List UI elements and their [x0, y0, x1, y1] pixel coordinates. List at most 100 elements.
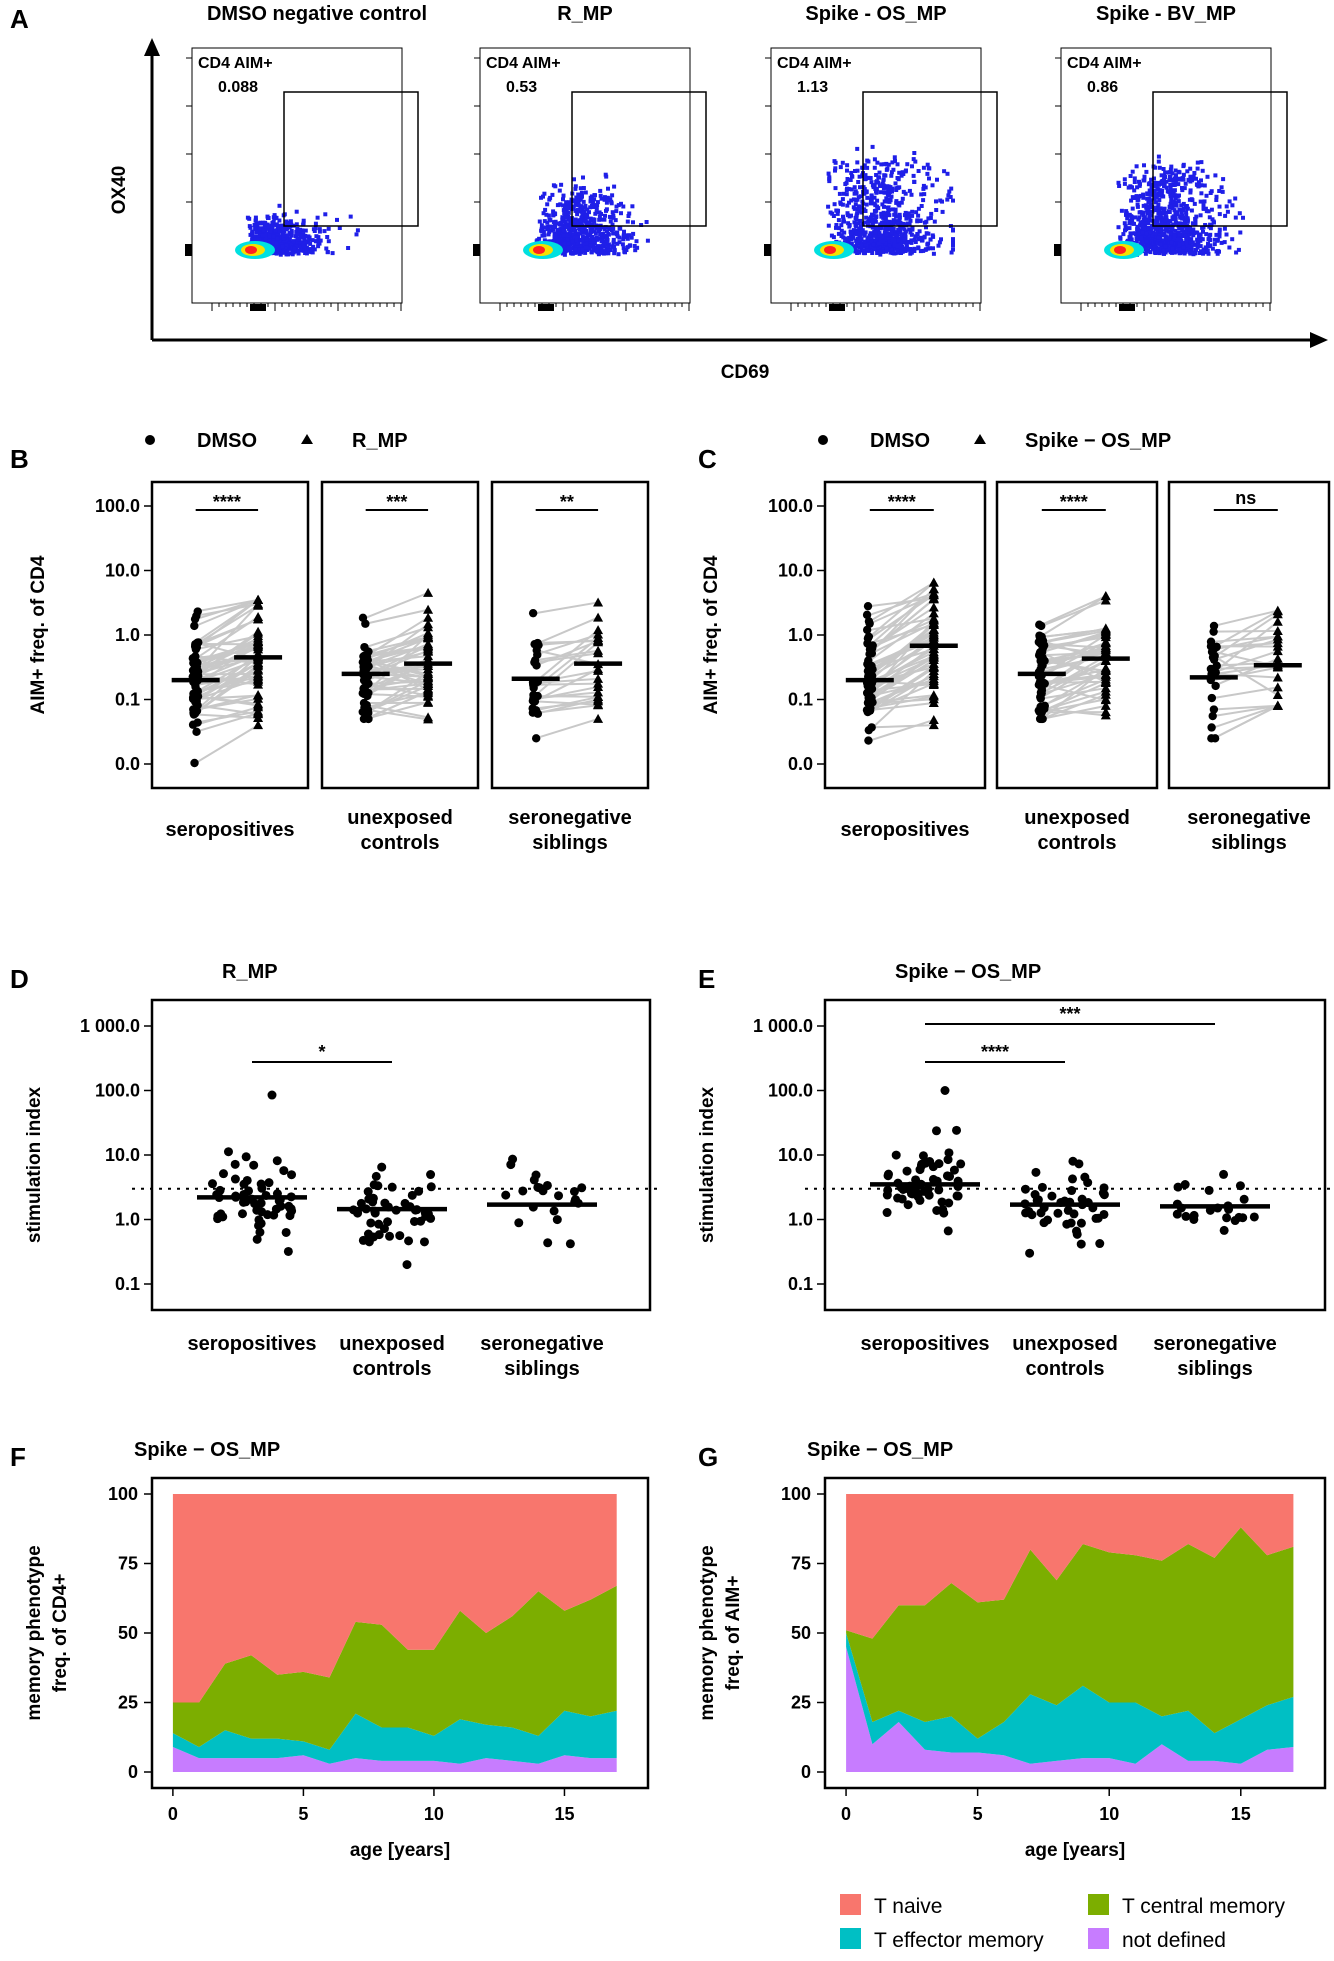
flow-event — [298, 246, 303, 251]
dmso-point — [1036, 694, 1045, 703]
dmso-point — [190, 758, 199, 768]
flow-event — [567, 200, 572, 205]
stim-point — [1272, 609, 1283, 619]
si-point — [934, 1185, 944, 1195]
y-tick-label: 1.0 — [115, 1210, 140, 1230]
si-point — [1173, 1182, 1183, 1192]
flow-event — [1206, 237, 1211, 242]
flow-event — [839, 228, 844, 233]
si-point — [285, 1204, 295, 1214]
flow-event — [1184, 241, 1189, 246]
flow-event — [266, 216, 271, 220]
facet-frame — [490, 480, 650, 790]
flow-event — [1130, 195, 1135, 200]
flow-event — [255, 223, 260, 228]
flow-event — [870, 183, 875, 188]
si-point — [915, 1195, 925, 1205]
flow-event — [868, 201, 873, 206]
dmso-point — [1038, 636, 1048, 645]
flow-event — [250, 234, 255, 239]
flow-event — [875, 198, 880, 203]
dmso-point — [862, 688, 872, 698]
flow-event — [858, 229, 863, 233]
y-tick-label: 0.0 — [115, 754, 140, 774]
stim-point — [1272, 690, 1283, 700]
flow-event — [279, 225, 284, 229]
flow-event — [311, 244, 316, 249]
flow-event — [1146, 221, 1151, 226]
si-point — [272, 1156, 282, 1166]
flow-event — [1148, 239, 1152, 244]
flow-event — [1141, 178, 1146, 183]
flow-event — [926, 241, 931, 246]
flow-event — [1158, 228, 1163, 233]
stim-point — [928, 714, 939, 724]
flow-event — [870, 219, 875, 224]
flow-event — [322, 229, 327, 234]
flow-event — [599, 196, 604, 201]
si-point — [882, 1208, 892, 1218]
pair-line — [869, 653, 935, 703]
flow-event — [837, 191, 842, 196]
flow-event — [271, 220, 276, 224]
flow-event — [299, 233, 303, 238]
flow-event — [901, 221, 906, 226]
si-point — [1230, 1216, 1240, 1226]
flow-event — [1161, 210, 1166, 215]
flow-event — [335, 217, 339, 222]
flow-event — [1157, 165, 1162, 170]
flow-event — [898, 226, 903, 231]
si-point — [1219, 1225, 1229, 1235]
flow-event — [612, 184, 617, 189]
stim-point — [593, 713, 604, 723]
flow-event — [572, 235, 577, 240]
flow-event — [838, 200, 843, 205]
si-point — [1099, 1190, 1109, 1200]
flow-event — [282, 233, 287, 238]
flow-event — [1162, 182, 1167, 187]
y-tick-label: 100.0 — [768, 1081, 813, 1101]
flow-event — [1200, 168, 1205, 173]
flow-event — [297, 244, 301, 249]
flow-event — [583, 250, 588, 255]
stim-point — [1100, 689, 1111, 699]
flow-event — [1147, 244, 1152, 249]
si-point — [943, 1226, 953, 1236]
y-tick-label: 1 000.0 — [753, 1016, 813, 1036]
flow-event — [1217, 227, 1222, 232]
flow-event — [559, 182, 564, 187]
flow-event — [1175, 245, 1180, 250]
flow-event — [278, 234, 283, 239]
y-tick-label: 75 — [118, 1554, 138, 1574]
flow-event — [1150, 225, 1155, 230]
flow-event — [882, 162, 887, 167]
flow-event — [317, 227, 322, 232]
flow-event — [920, 238, 925, 243]
si-point — [385, 1231, 395, 1241]
flow-event — [1166, 229, 1171, 234]
flow-event — [611, 213, 616, 218]
dmso-point — [529, 690, 538, 700]
flow-event — [245, 215, 250, 220]
flow-event — [1127, 221, 1132, 226]
flow-event — [1129, 237, 1134, 242]
facet-frame — [823, 480, 987, 790]
flow-event — [1130, 215, 1135, 220]
flow-event — [1161, 177, 1166, 182]
stim-point — [253, 628, 264, 638]
flow-event — [1225, 209, 1230, 214]
flow-event — [625, 245, 630, 250]
flow-event — [563, 233, 568, 238]
flow-gate — [571, 91, 707, 227]
y-axis-label: AIM+ freq. of CD4 — [701, 555, 722, 714]
dmso-stim-legend: DMSO R_MP — [145, 430, 408, 452]
flow-event — [1170, 246, 1175, 251]
flow-event — [1150, 233, 1155, 238]
flow-event — [837, 226, 842, 231]
flow-event — [1217, 249, 1221, 254]
flow-event — [1146, 226, 1151, 230]
flow-event — [1142, 220, 1147, 225]
flow-event — [897, 170, 902, 175]
flow-event — [908, 218, 913, 223]
flow-event — [582, 242, 587, 247]
